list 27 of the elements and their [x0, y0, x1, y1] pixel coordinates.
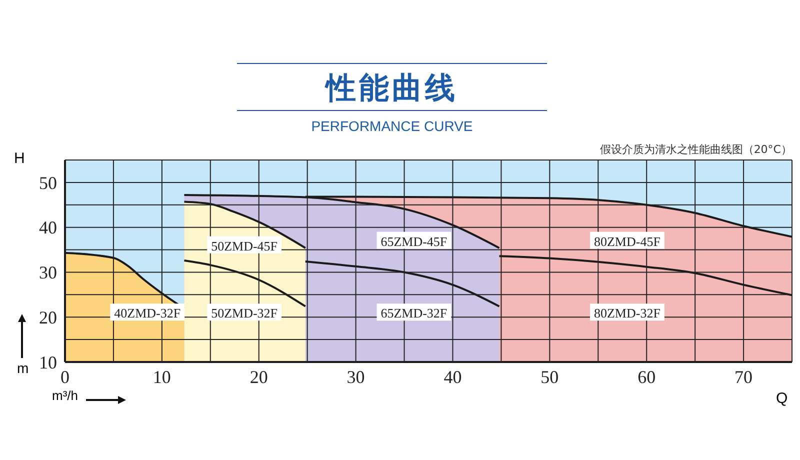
- series-label: 50ZMD-45F: [211, 238, 278, 254]
- x-tick-label: 30: [346, 366, 365, 387]
- chart-title: 性能曲线: [324, 70, 459, 108]
- y-tick-label: 50: [39, 172, 57, 193]
- x-axis-title: m³/h: [52, 388, 78, 403]
- y-tick-label: 40: [39, 218, 57, 238]
- x-tick-label: 40: [444, 366, 462, 387]
- x-tick-label: 50: [540, 366, 559, 387]
- series-label: 80ZMD-45F: [594, 234, 660, 249]
- x-tick-label: 0: [60, 366, 70, 387]
- series-label: 50ZMD-32F: [211, 306, 278, 321]
- x-tick-label: 10: [152, 366, 171, 387]
- series-label: 65ZMD-32F: [380, 306, 448, 321]
- chart-subtitle: PERFORMANCE CURVE: [310, 118, 474, 134]
- series-label: 65ZMD-45F: [380, 234, 448, 249]
- text: 80ZMD-32F: [594, 306, 660, 321]
- x-tick-label: 60: [638, 366, 656, 387]
- y-tick-label: 20: [39, 308, 57, 328]
- y-axis-title: m: [17, 360, 29, 376]
- text: 假设介质为清水之性能曲线图（20°C）: [600, 142, 792, 157]
- x-tick-label: 20: [250, 366, 268, 387]
- x-tick-label: 70: [734, 366, 753, 387]
- y-tick-label: 10: [39, 352, 57, 372]
- text: Q: [776, 390, 788, 407]
- y-tick-label: 30: [39, 262, 57, 283]
- series-label: 40ZMD-32F: [114, 306, 181, 321]
- text: H: [14, 150, 25, 167]
